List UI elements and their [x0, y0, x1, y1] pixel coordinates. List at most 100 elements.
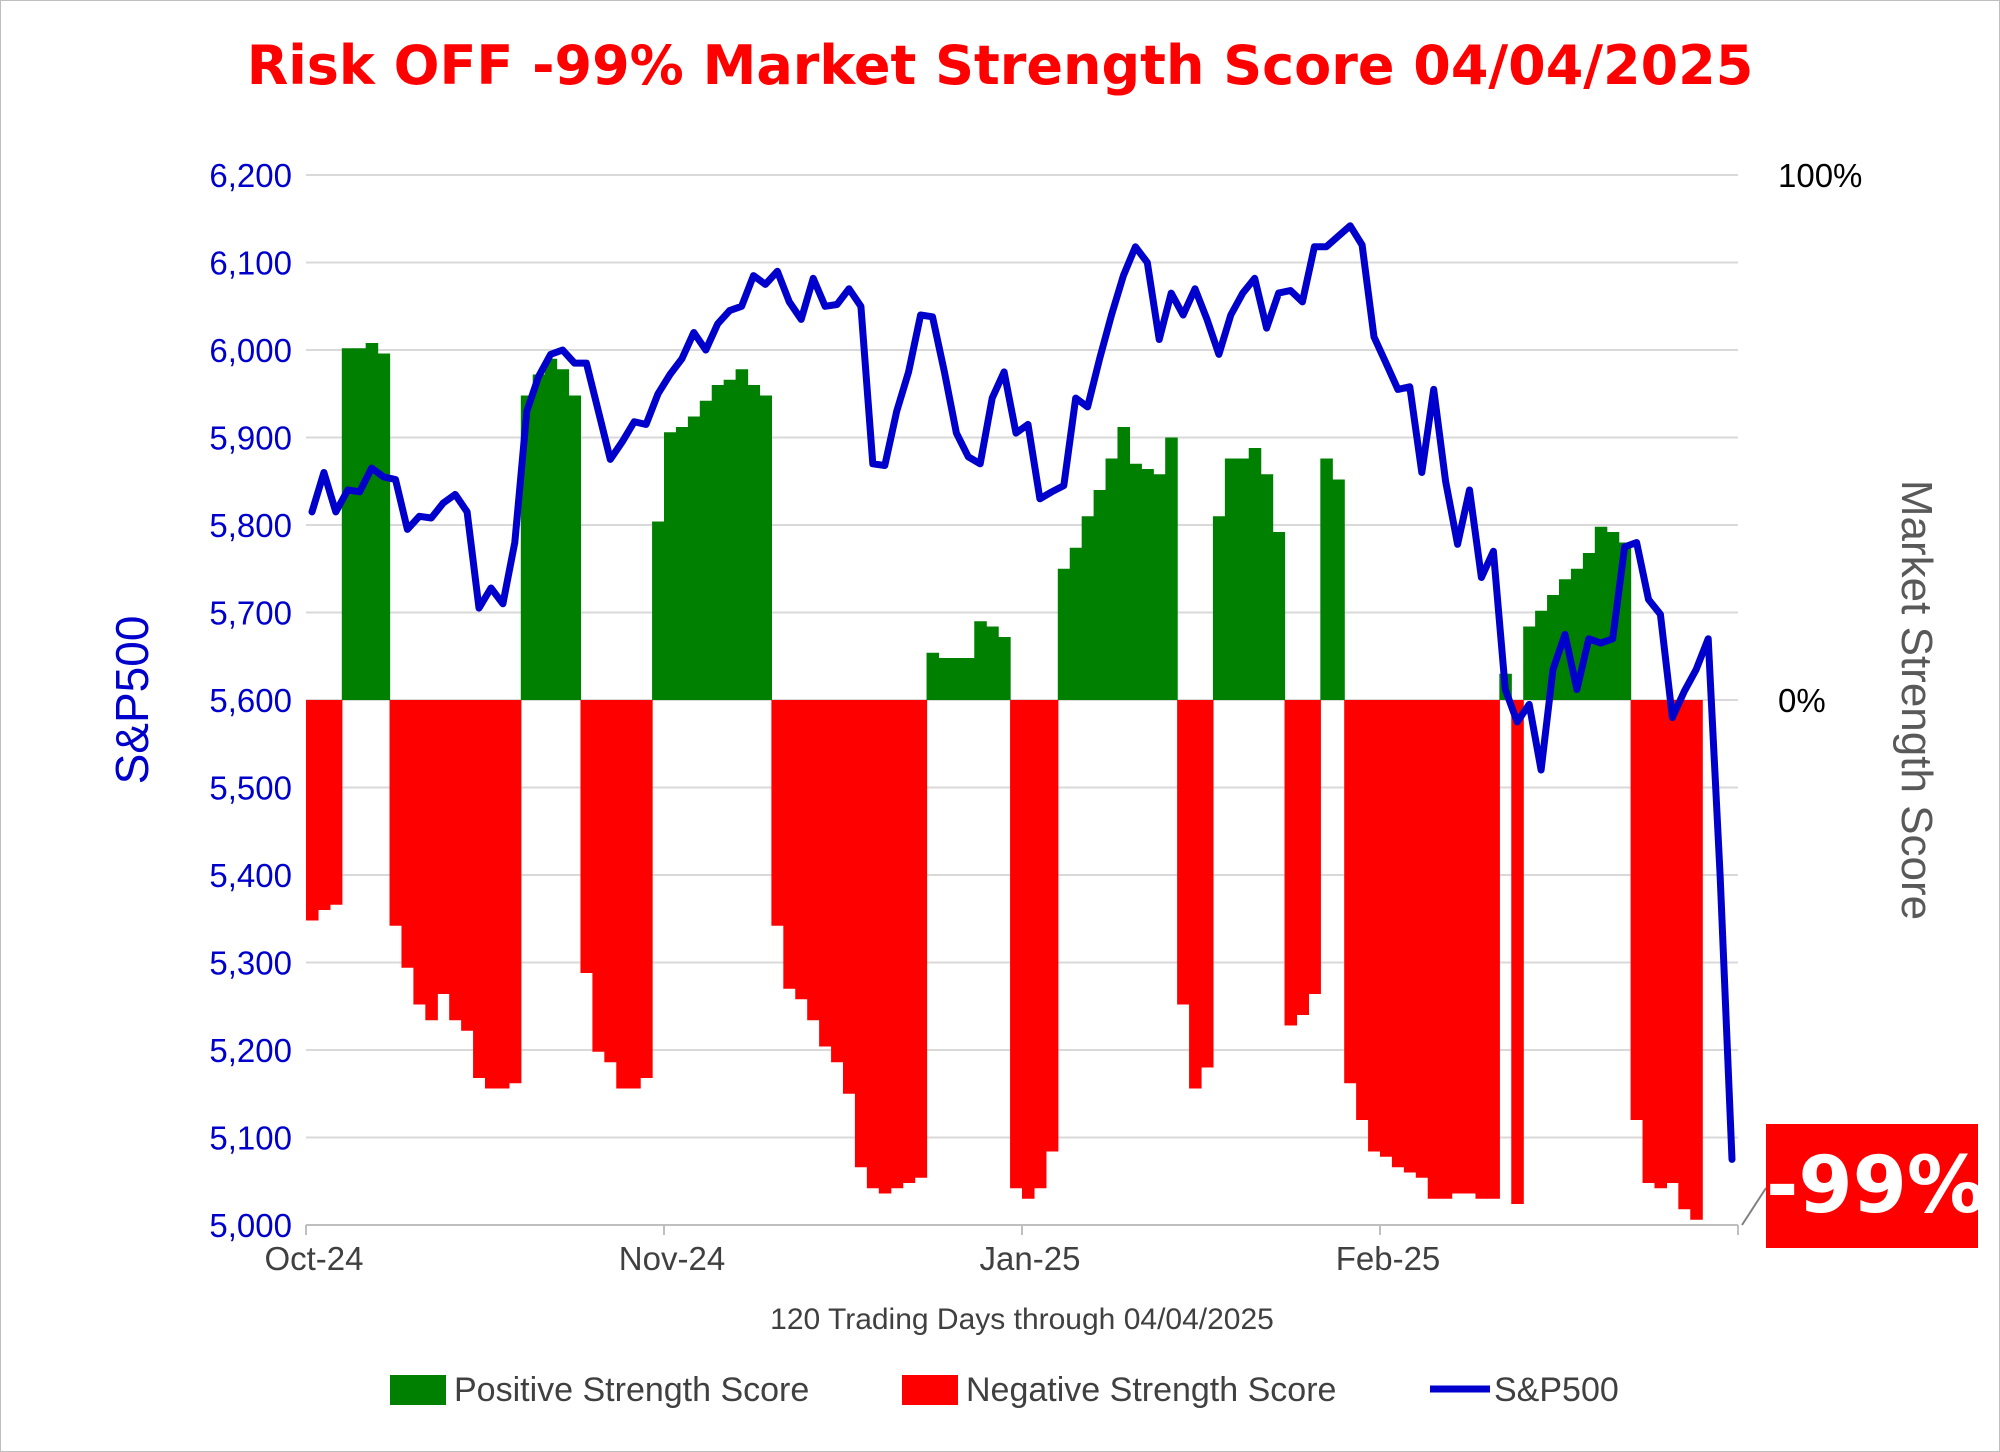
legend-label-negative: Negative Strength Score: [966, 1371, 1336, 1409]
strength-bars: [306, 343, 1703, 1220]
left-axis-ticks: 6,200 6,100 6,000 5,900 5,800 5,700 5,600 5,500…: [209, 157, 292, 1244]
legend-swatch-negative: [902, 1375, 958, 1405]
positive-strength-bar: [353, 348, 367, 700]
positive-strength-bar: [735, 369, 749, 700]
negative-strength-bar: [604, 700, 617, 1063]
negative-strength-bar: [496, 700, 510, 1089]
negative-strength-bar: [329, 700, 343, 905]
left-tick-label: 5,800: [209, 507, 292, 544]
positive-strength-bar: [556, 369, 570, 700]
negative-strength-bar: [616, 700, 629, 1089]
negative-strength-bar: [461, 700, 474, 1031]
positive-strength-bar: [1153, 474, 1166, 700]
positive-strength-bar: [926, 652, 940, 700]
negative-strength-bar: [1010, 700, 1023, 1189]
negative-strength-bar: [592, 700, 605, 1052]
positive-strength-bar: [1272, 532, 1286, 700]
positive-strength-bar: [675, 427, 689, 700]
left-tick-label: 5,600: [209, 682, 292, 719]
positive-strength-bar: [986, 626, 999, 700]
left-tick-label: 6,000: [209, 332, 292, 369]
x-tick-label: Jan-25: [980, 1240, 1081, 1277]
left-tick-label: 5,100: [209, 1120, 292, 1157]
positive-strength-bar: [1523, 626, 1536, 700]
positive-strength-bar: [1260, 474, 1274, 700]
left-tick-label: 5,000: [209, 1207, 292, 1244]
positive-strength-bar: [652, 521, 665, 700]
positive-strength-bar: [1129, 463, 1142, 700]
positive-strength-bar: [1081, 516, 1095, 700]
right-axis-title: Market Strength Score: [1892, 480, 1941, 920]
negative-strength-bar: [819, 700, 832, 1047]
positive-strength-bar: [1141, 469, 1154, 700]
negative-strength-bar: [1678, 700, 1691, 1210]
positive-strength-bar: [377, 353, 391, 700]
negative-strength-bar: [1642, 700, 1656, 1183]
legend-label-line: S&P500: [1494, 1371, 1619, 1409]
negative-strength-bar: [843, 700, 856, 1094]
negative-strength-bar: [473, 700, 486, 1078]
negative-strength-bar: [425, 700, 438, 1021]
left-tick-label: 5,300: [209, 945, 292, 982]
negative-strength-bar: [1177, 700, 1190, 1005]
negative-strength-bar: [807, 700, 820, 1021]
negative-strength-bar: [413, 700, 426, 1005]
legend-swatch-positive: [390, 1375, 446, 1405]
negative-strength-bar: [866, 700, 880, 1189]
negative-strength-bar: [914, 700, 928, 1178]
positive-strength-bar: [365, 343, 379, 700]
negative-strength-bar: [771, 700, 784, 926]
negative-strength-bar: [640, 700, 653, 1078]
negative-strength-bar: [1189, 700, 1202, 1089]
positive-strength-bar: [1320, 458, 1333, 700]
positive-strength-bar: [711, 385, 725, 700]
positive-strength-bar: [699, 400, 713, 700]
positive-strength-bar: [532, 374, 546, 700]
negative-strength-bar: [1415, 700, 1429, 1178]
negative-strength-bar: [783, 700, 796, 989]
negative-strength-bar: [1356, 700, 1369, 1120]
negative-strength-bar: [1380, 700, 1393, 1157]
negative-strength-bar: [1654, 700, 1667, 1189]
positive-strength-bar: [962, 658, 975, 700]
negative-strength-bar: [1403, 700, 1417, 1173]
positive-strength-bar: [1212, 516, 1226, 700]
positive-strength-bar: [759, 395, 772, 700]
left-tick-label: 5,900: [209, 420, 292, 457]
legend: Positive Strength Score Negative Strengt…: [390, 1371, 1619, 1409]
negative-strength-bar: [508, 700, 522, 1084]
left-tick-label: 5,500: [209, 770, 292, 807]
negative-strength-bar: [1033, 700, 1047, 1189]
positive-strength-bar: [568, 395, 582, 700]
positive-strength-bar: [664, 432, 677, 700]
positive-strength-bar: [1236, 458, 1250, 700]
negative-strength-bar: [306, 700, 319, 921]
x-tick-label: Oct-24: [264, 1240, 363, 1277]
right-axis-ticks: 100%0%-100%: [1778, 157, 1873, 1244]
negative-strength-bar: [1451, 700, 1465, 1194]
negative-strength-bar: [1666, 700, 1679, 1183]
x-axis-ticks: Oct-24 Nov-24 Jan-25 Feb-25: [264, 1225, 1739, 1277]
positive-strength-bar: [723, 379, 737, 700]
negative-strength-bar: [628, 700, 641, 1089]
right-tick-label: 0%: [1778, 682, 1826, 719]
negative-strength-bar: [795, 700, 808, 1000]
negative-strength-bar: [1045, 700, 1059, 1152]
positive-strength-bar: [938, 658, 951, 700]
badge-leader-line: [1741, 1187, 1767, 1226]
positive-strength-bar: [950, 658, 963, 700]
negative-strength-bar: [1022, 700, 1035, 1199]
negative-strength-bar: [1475, 700, 1488, 1199]
left-tick-label: 6,100: [209, 245, 292, 282]
negative-strength-bar: [1439, 700, 1453, 1199]
negative-strength-bar: [437, 700, 450, 994]
current-score-badge: -99%: [1766, 1124, 1985, 1248]
negative-strength-bar: [1487, 700, 1500, 1199]
positive-strength-bar: [1117, 427, 1130, 700]
x-tick-label: Feb-25: [1336, 1240, 1441, 1277]
positive-strength-bar: [1224, 458, 1238, 700]
left-tick-label: 5,400: [209, 857, 292, 894]
negative-strength-bar: [902, 700, 916, 1183]
positive-strength-bar: [1332, 479, 1345, 700]
